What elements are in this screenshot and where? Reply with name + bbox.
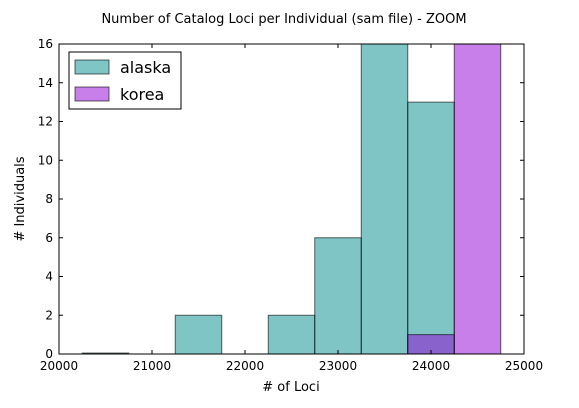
x-tick-label: 24000 bbox=[412, 359, 450, 373]
legend-label-alaska: alaska bbox=[120, 58, 171, 77]
y-axis-label: # Individuals bbox=[13, 156, 28, 241]
y-tick-label: 2 bbox=[45, 308, 53, 322]
x-tick-label: 22000 bbox=[226, 359, 264, 373]
chart-title: Number of Catalog Loci per Individual (s… bbox=[101, 12, 466, 27]
y-tick-label: 4 bbox=[45, 270, 53, 284]
legend-swatch-alaska bbox=[74, 59, 110, 75]
x-tick-label: 23000 bbox=[319, 359, 357, 373]
bar-alaska bbox=[360, 43, 409, 355]
bars-group bbox=[81, 43, 502, 355]
y-tick-label: 16 bbox=[38, 37, 53, 51]
y-tick-label: 0 bbox=[45, 347, 53, 361]
y-tick-label: 12 bbox=[38, 115, 53, 129]
bar-alaska bbox=[407, 101, 455, 355]
ticks-group: 20000 21000 22000 23000 24000 25000 0 2 4 6 8 10 12 1… bbox=[38, 37, 543, 373]
x-tick-label: 20000 bbox=[40, 359, 78, 373]
bar-alaska bbox=[267, 314, 316, 355]
x-tick-label: 21000 bbox=[133, 359, 171, 373]
bar-korea bbox=[453, 43, 502, 355]
x-tick-label: 25000 bbox=[505, 359, 543, 373]
y-tick-label: 8 bbox=[45, 192, 53, 206]
bar-alaska bbox=[314, 237, 362, 355]
y-tick-label: 14 bbox=[38, 76, 53, 90]
y-tick-label: 6 bbox=[45, 231, 53, 245]
y-tick-label: 10 bbox=[38, 153, 53, 167]
x-axis-label: # of Loci bbox=[262, 380, 319, 395]
legend-label-korea: korea bbox=[120, 85, 164, 104]
legend-swatch-korea bbox=[74, 86, 110, 102]
legend: alaska korea bbox=[68, 51, 182, 110]
bar-alaska bbox=[174, 314, 223, 355]
